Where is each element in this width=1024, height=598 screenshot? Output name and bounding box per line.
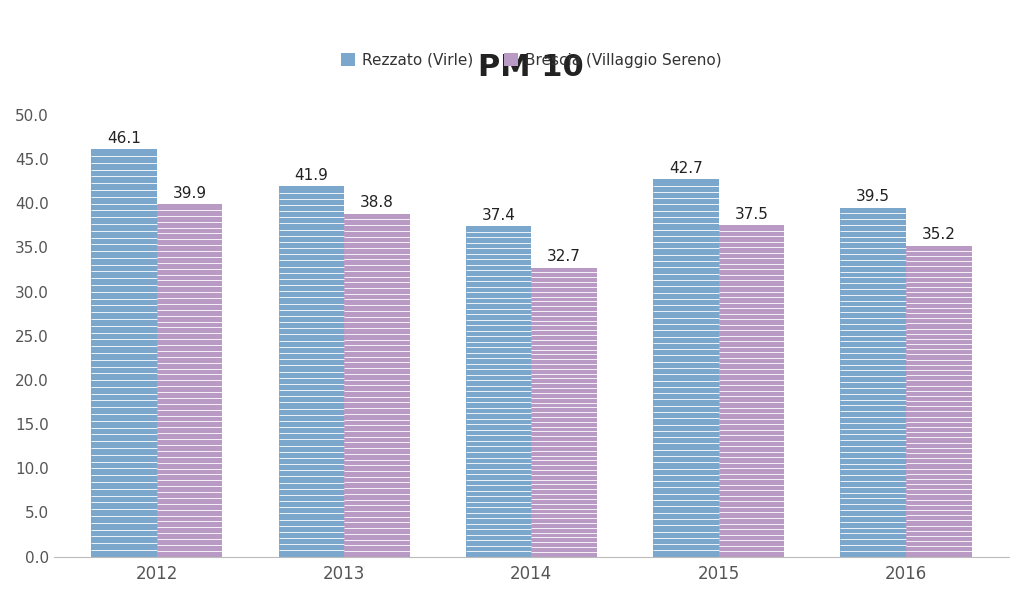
Text: 32.7: 32.7 — [547, 249, 581, 264]
Bar — [466, 226, 531, 557]
Bar — [841, 208, 906, 557]
Bar — [344, 213, 410, 557]
Text: 37.4: 37.4 — [481, 208, 515, 222]
Text: 38.8: 38.8 — [359, 195, 394, 210]
Title: PM 10: PM 10 — [478, 53, 585, 83]
Text: 39.9: 39.9 — [172, 185, 207, 200]
Bar — [531, 268, 597, 557]
Bar — [279, 187, 344, 557]
Text: 39.5: 39.5 — [856, 189, 890, 204]
Text: 35.2: 35.2 — [922, 227, 955, 242]
Bar — [719, 225, 784, 557]
Legend: Rezzato (Virle), Brescia (Villaggio Sereno): Rezzato (Virle), Brescia (Villaggio Sere… — [333, 45, 730, 75]
Bar — [91, 150, 157, 557]
Bar — [653, 179, 719, 557]
Text: 37.5: 37.5 — [734, 207, 768, 222]
Bar — [157, 204, 222, 557]
Text: 42.7: 42.7 — [669, 161, 702, 176]
Bar — [906, 246, 972, 557]
Text: 46.1: 46.1 — [108, 131, 141, 146]
Text: 41.9: 41.9 — [294, 168, 329, 183]
